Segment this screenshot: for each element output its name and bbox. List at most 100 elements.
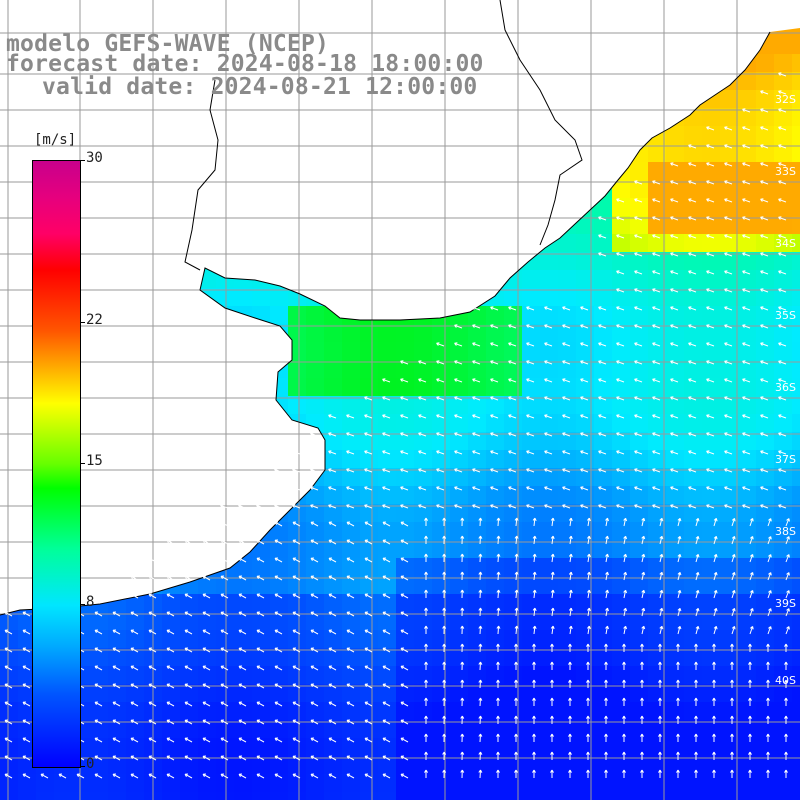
wind-arrow: [436, 360, 445, 365]
wind-arrow: [460, 571, 465, 581]
wind-arrow: [496, 517, 501, 527]
wind-arrow: [184, 629, 193, 635]
wind-arrow: [586, 679, 590, 688]
wind-arrow: [767, 590, 772, 599]
colorbar-tick-mark: [80, 463, 85, 464]
wind-arrow: [784, 715, 788, 724]
wind-arrow: [478, 625, 483, 635]
wind-arrow: [562, 486, 571, 491]
wind-arrow: [442, 751, 447, 761]
wind-arrow: [400, 450, 409, 455]
wind-arrow: [328, 504, 337, 509]
wind-arrow: [634, 432, 643, 437]
wind-arrow: [40, 773, 49, 779]
wind-arrow: [274, 647, 283, 653]
wind-arrow: [748, 661, 752, 670]
wind-arrow: [460, 715, 465, 725]
wind-arrow: [623, 607, 628, 617]
wind-arrow: [328, 468, 337, 473]
wind-arrow: [400, 647, 409, 653]
wind-arrow: [634, 198, 643, 203]
wind-arrow: [442, 679, 447, 689]
wind-arrow: [712, 697, 716, 706]
wind-arrow: [256, 773, 265, 779]
wind-arrow: [310, 575, 319, 581]
wind-arrow: [490, 324, 499, 329]
wind-arrow: [544, 450, 553, 455]
wind-arrow: [418, 450, 427, 455]
wind-arrow: [292, 773, 301, 779]
wind-arrow: [382, 719, 391, 725]
wind-arrow: [292, 575, 301, 581]
wind-arrow: [292, 683, 301, 689]
wind-arrow: [652, 270, 661, 275]
wind-arrow: [724, 360, 733, 365]
wind-arrow: [688, 216, 697, 221]
wind-arrow: [496, 751, 500, 760]
wind-arrow: [220, 611, 229, 617]
wind-arrow: [670, 198, 679, 203]
wind-arrow: [496, 769, 500, 778]
wind-arrow: [508, 324, 517, 329]
wind-arrow: [580, 324, 589, 329]
wind-arrow: [496, 661, 500, 670]
wind-arrow: [634, 252, 643, 257]
wind-arrow: [310, 701, 319, 707]
wind-arrow: [526, 450, 535, 455]
wind-arrow: [742, 234, 751, 239]
wind-arrow: [688, 180, 697, 185]
wind-arrow: [220, 557, 229, 563]
wind-arrow: [310, 647, 319, 653]
wind-arrow: [436, 486, 445, 491]
wind-arrow: [292, 504, 301, 509]
wind-arrow: [568, 517, 573, 527]
wind-arrow: [677, 625, 682, 635]
wind-arrow: [424, 769, 429, 778]
wind-arrow: [94, 629, 103, 635]
wind-arrow: [688, 144, 697, 149]
wind-arrow: [532, 625, 537, 635]
wind-arrow: [478, 643, 483, 653]
wind-arrow: [256, 504, 265, 509]
wind-arrow: [382, 665, 391, 671]
wind-arrow: [400, 575, 409, 581]
wind-arrow: [508, 342, 517, 347]
latitude-label: 35S: [775, 309, 796, 322]
wind-arrow: [490, 450, 499, 455]
wind-arrow: [616, 306, 625, 311]
wind-arrow: [4, 629, 13, 635]
wind-arrow: [496, 679, 500, 688]
wind-arrow: [382, 629, 391, 635]
wind-arrow: [550, 715, 554, 724]
wind-arrow: [712, 733, 716, 742]
wind-arrow: [724, 216, 733, 221]
wind-arrow: [760, 216, 769, 221]
wind-arrow: [130, 719, 139, 725]
wind-arrow: [400, 755, 409, 761]
wind-arrow: [778, 378, 787, 383]
wind-arrow: [310, 593, 319, 599]
wind-arrow: [604, 769, 608, 778]
wind-arrow: [724, 234, 733, 239]
wind-arrow: [508, 306, 517, 311]
wind-arrow: [634, 504, 643, 509]
wind-arrow: [166, 755, 175, 761]
wind-arrow: [748, 679, 752, 688]
wind-arrow: [688, 324, 697, 329]
wind-arrow: [706, 198, 715, 203]
wind-arrow: [670, 252, 679, 257]
wind-arrow: [568, 679, 572, 688]
wind-arrow: [598, 342, 607, 347]
wind-arrow: [749, 554, 754, 563]
wind-arrow: [220, 575, 229, 581]
wind-arrow: [695, 625, 700, 635]
wind-arrow: [760, 162, 769, 167]
wind-arrow: [580, 360, 589, 365]
wind-arrow: [706, 504, 715, 509]
wind-arrow: [742, 468, 751, 473]
wind-arrow: [328, 593, 337, 599]
wind-arrow: [694, 715, 698, 724]
wind-arrow: [670, 432, 679, 437]
wind-arrow: [310, 432, 319, 437]
wind-arrow: [676, 643, 680, 652]
